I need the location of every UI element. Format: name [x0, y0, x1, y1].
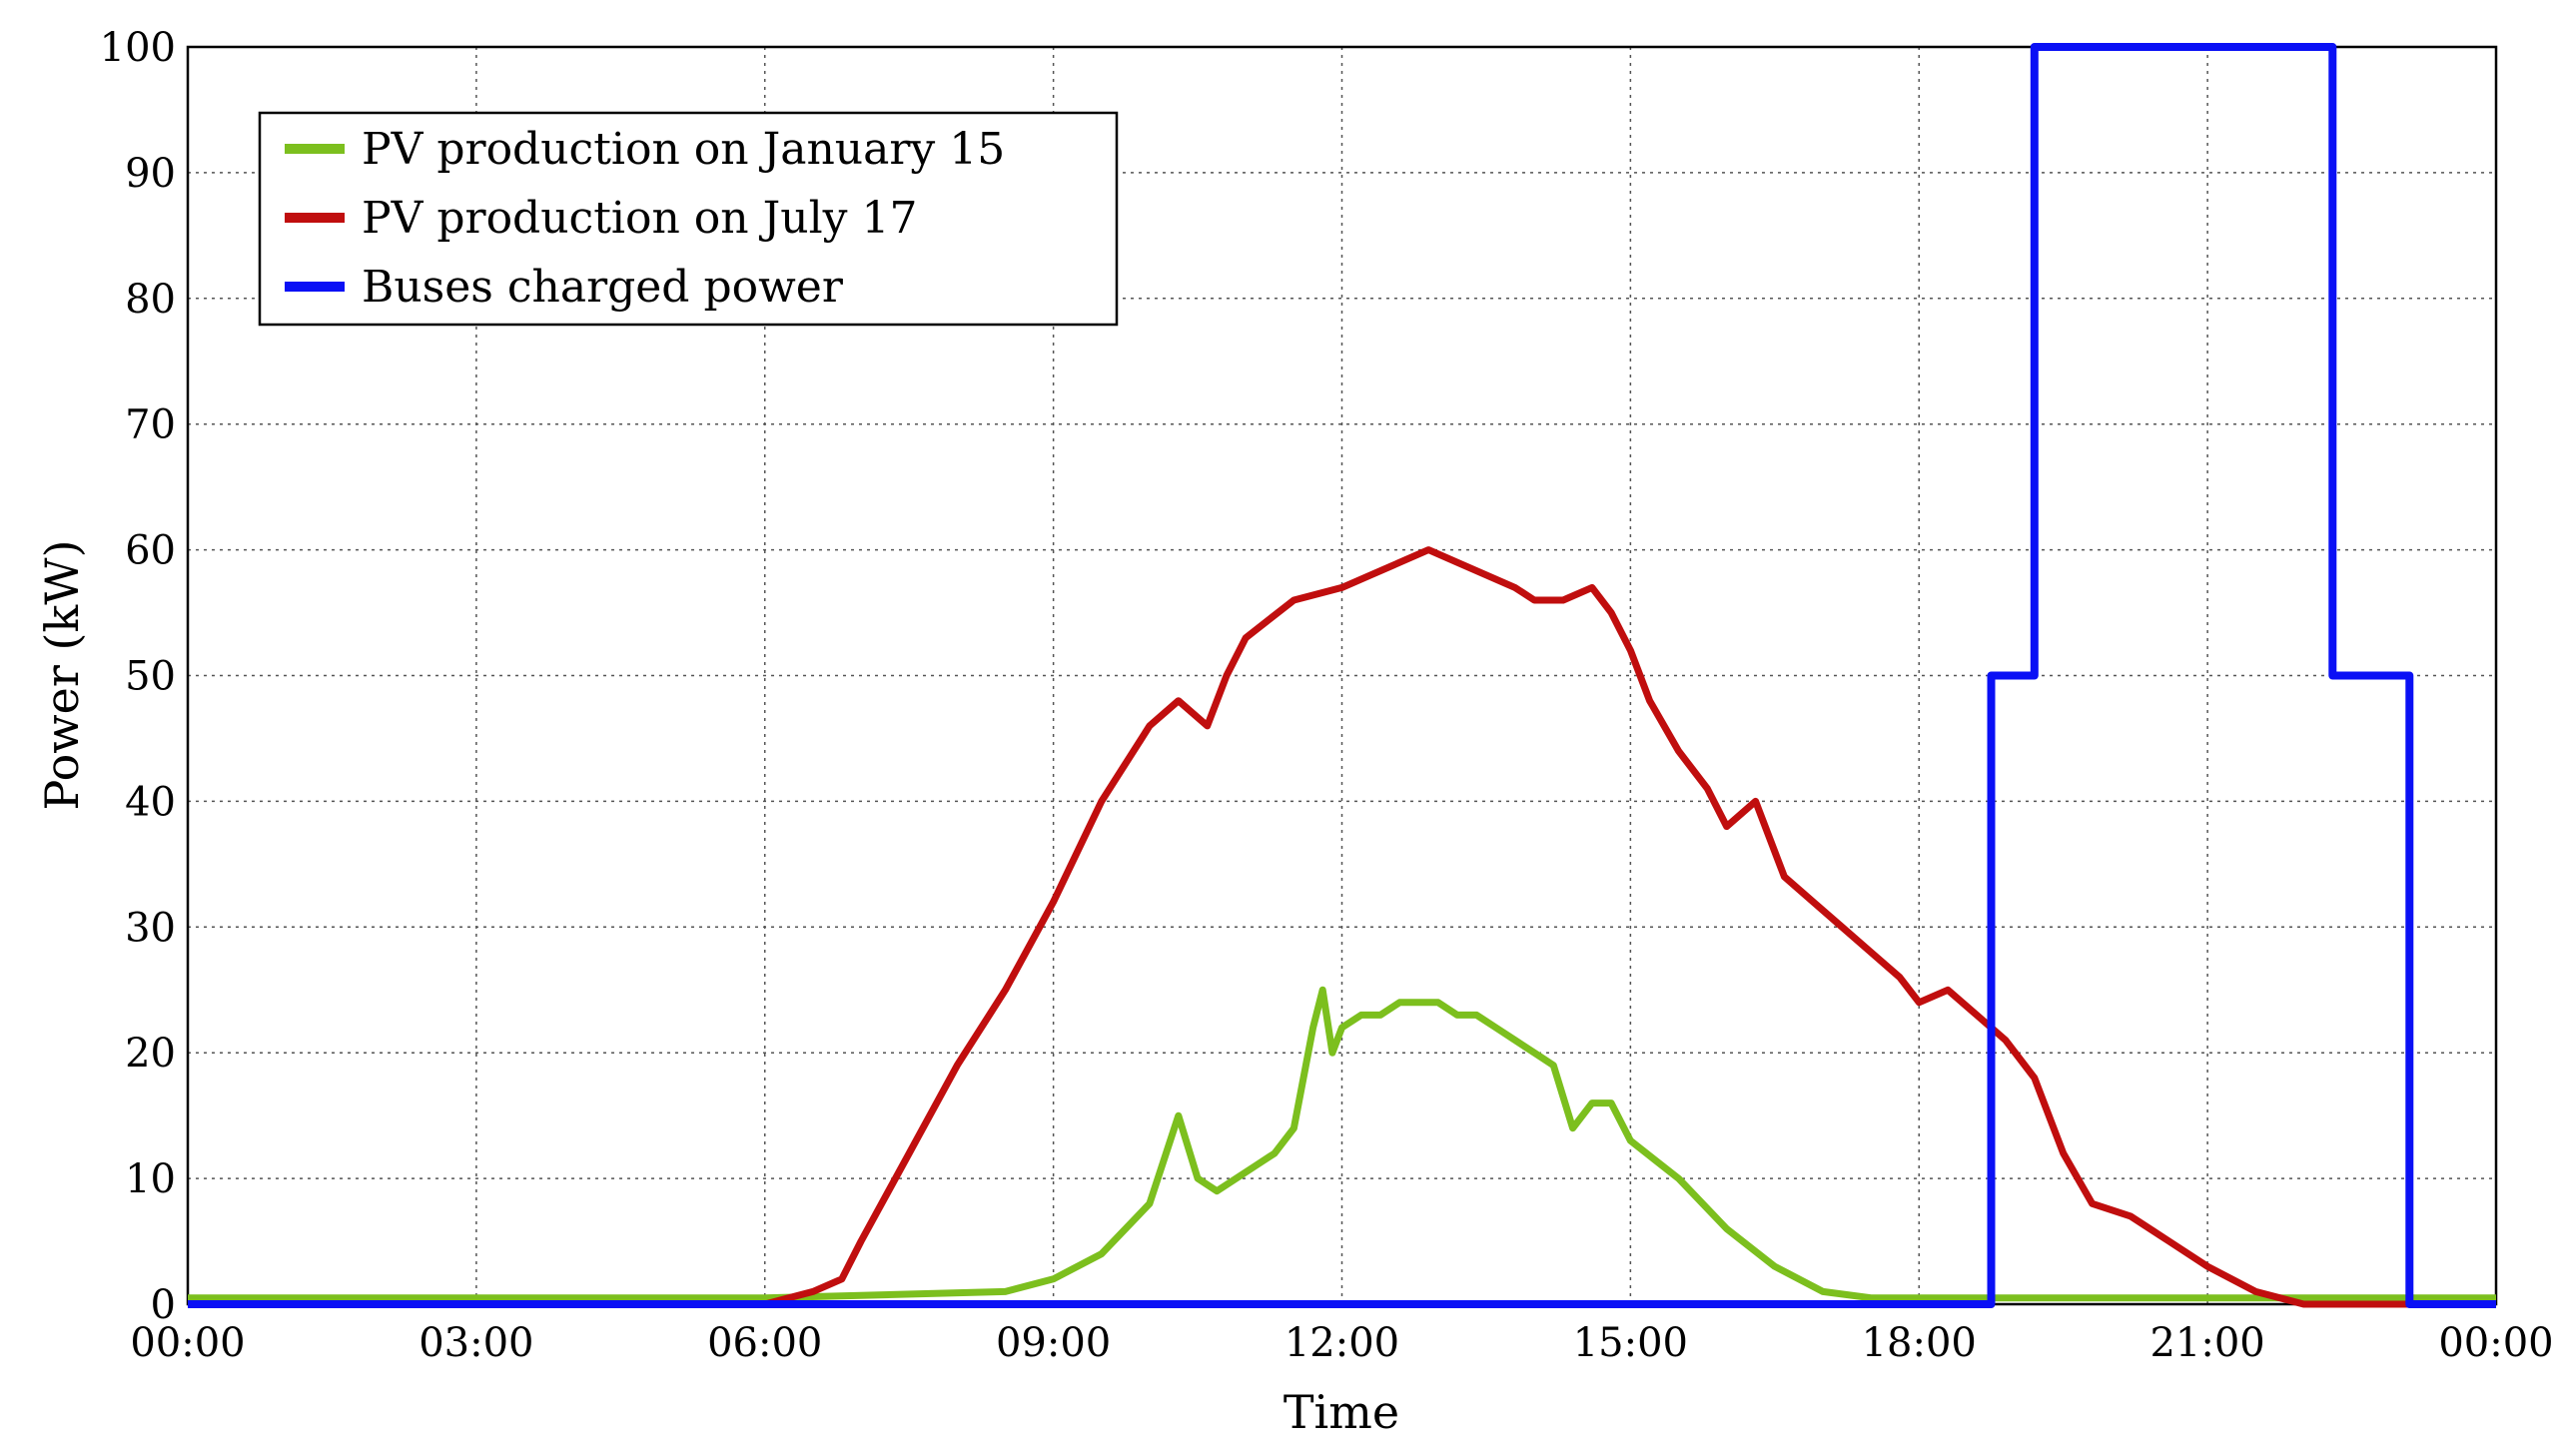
legend-label-buses: Buses charged power [362, 262, 844, 313]
y-tick-label: 40 [125, 779, 176, 825]
y-axis-tick-labels: 0 10 20 30 40 50 60 70 80 90 100 [100, 25, 176, 1328]
x-axis-tick-labels: 00:00 03:00 06:00 09:00 12:00 15:00 18:00 21:00… [130, 1320, 2553, 1366]
legend: PV production on January 15 PV productio… [258, 111, 1119, 327]
series-line-january-pv [188, 986, 2496, 1302]
x-tick-label: 06:00 [707, 1320, 822, 1366]
x-axis-title: Time [1284, 1385, 1399, 1439]
series-line-july-pv [188, 546, 2496, 1308]
x-tick-label: 15:00 [1573, 1320, 1688, 1366]
x-tick-label: 12:00 [1284, 1320, 1399, 1366]
legend-box [258, 111, 1119, 327]
x-tick-label: 21:00 [2149, 1320, 2264, 1366]
y-tick-label: 80 [125, 277, 176, 323]
x-tick-label: 09:00 [996, 1320, 1111, 1366]
y-axis-title: Power (kW) [35, 539, 89, 810]
y-tick-label: 70 [125, 402, 176, 448]
y-tick-label: 10 [125, 1156, 176, 1202]
y-tick-label: 90 [125, 151, 176, 197]
series-line-buses-charged [188, 43, 2496, 1308]
x-tick-label: 18:00 [1862, 1320, 1977, 1366]
y-tick-label: 0 [151, 1282, 176, 1328]
y-tick-label: 30 [125, 905, 176, 951]
y-tick-label: 50 [125, 654, 176, 700]
series-lines [188, 43, 2496, 1308]
x-tick-label: 00:00 [2438, 1320, 2553, 1366]
y-tick-label: 20 [125, 1031, 176, 1077]
x-tick-label: 00:00 [130, 1320, 245, 1366]
legend-label-july: PV production on July 17 [362, 193, 917, 244]
x-tick-label: 03:00 [419, 1320, 533, 1366]
y-tick-label: 60 [125, 528, 176, 574]
legend-label-january: PV production on January 15 [362, 124, 1005, 175]
y-tick-label: 100 [100, 25, 176, 71]
